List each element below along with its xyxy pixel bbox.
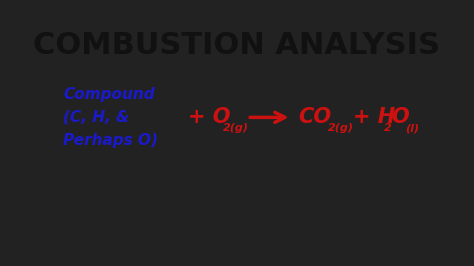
- Text: O: O: [391, 107, 409, 127]
- Text: Perhaps O): Perhaps O): [63, 133, 158, 148]
- Text: (C, H, &: (C, H, &: [63, 110, 129, 125]
- Text: CO: CO: [298, 107, 331, 127]
- Text: 2(g): 2(g): [328, 123, 354, 134]
- Text: + O: + O: [188, 107, 231, 127]
- Text: (l): (l): [405, 123, 419, 134]
- Text: 2(g): 2(g): [223, 123, 249, 134]
- Text: + H: + H: [353, 107, 395, 127]
- Text: 2: 2: [383, 123, 392, 134]
- Text: COMBUSTION ANALYSIS: COMBUSTION ANALYSIS: [34, 31, 440, 60]
- Text: Compound: Compound: [63, 87, 155, 102]
